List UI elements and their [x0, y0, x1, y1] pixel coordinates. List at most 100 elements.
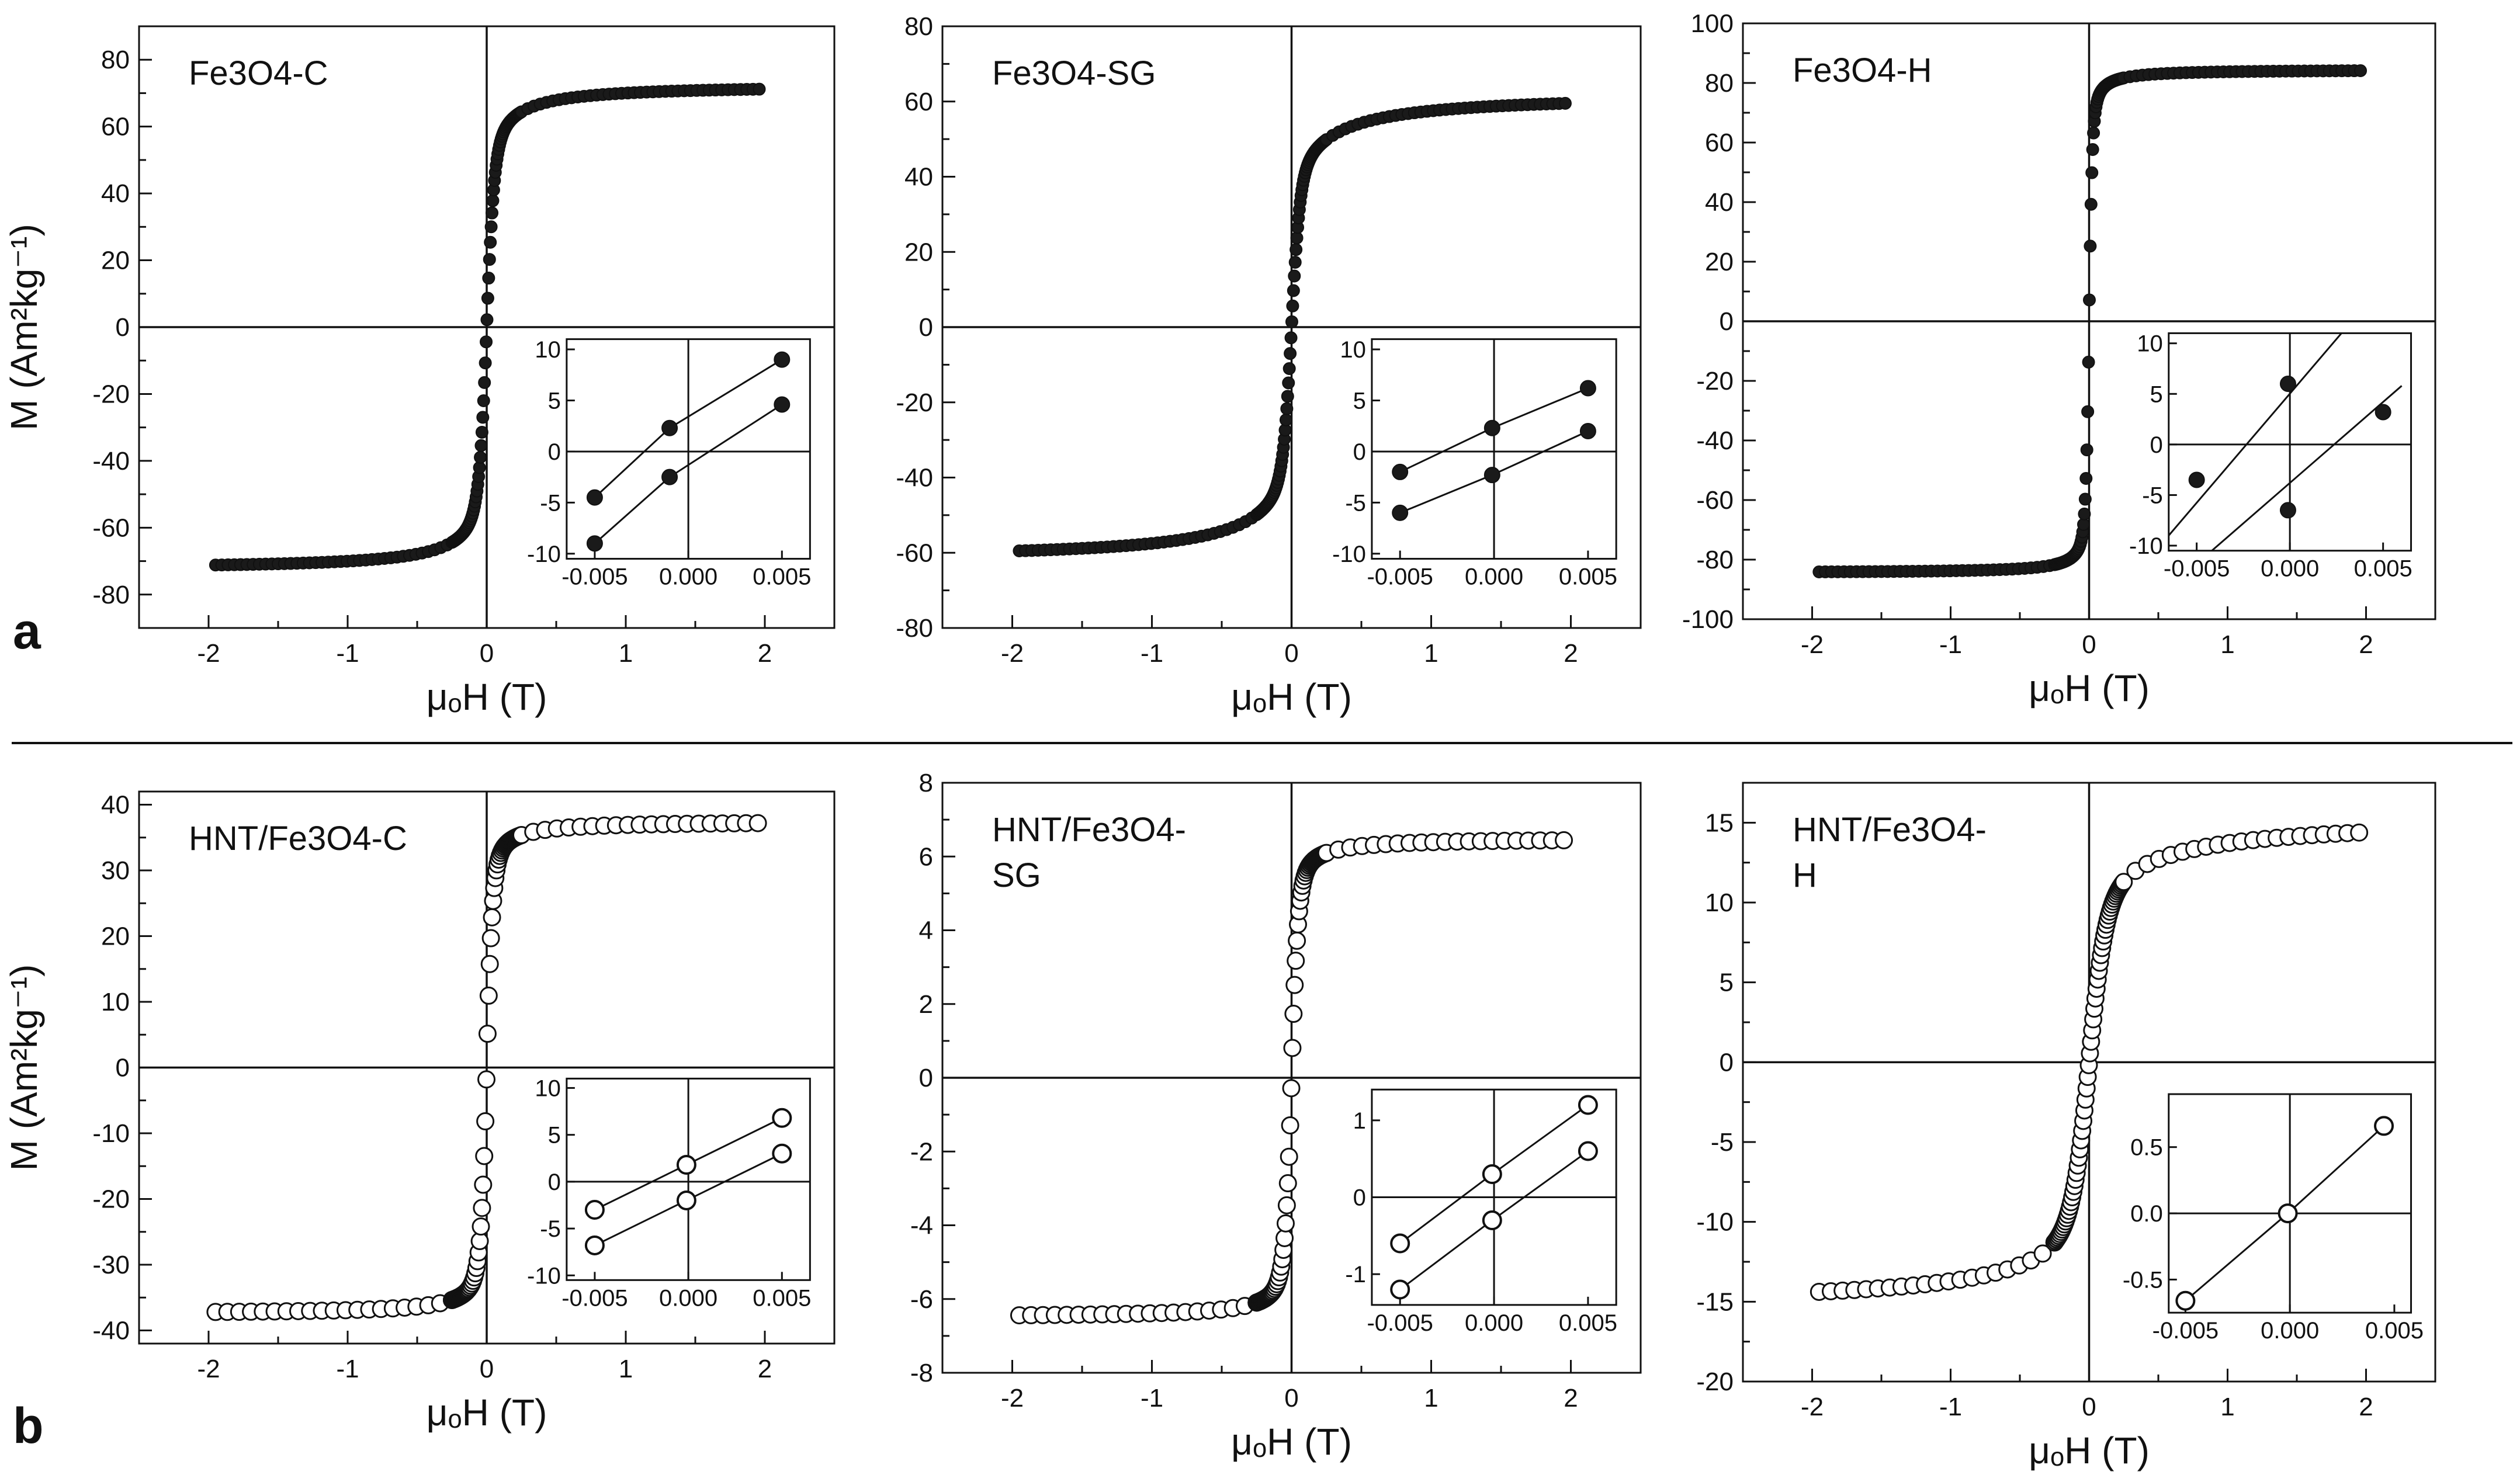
x-tick-label: 2	[2359, 630, 2373, 659]
inset-y-tick-label: 0	[1353, 439, 1366, 465]
y-tick-label: -5	[1711, 1128, 1734, 1157]
inset-y-tick-label: -10	[527, 542, 561, 567]
inset-x-tick-label: 0.005	[753, 564, 811, 590]
inset-data-point	[2188, 471, 2205, 488]
chart-title: Fe3O4-H	[1793, 51, 1932, 89]
y-tick-label: 80	[904, 12, 933, 41]
inset-data-point	[676, 1190, 696, 1210]
inset-data-point	[1482, 1210, 1502, 1231]
y-tick-label: 100	[1691, 9, 1734, 38]
data-point	[2354, 64, 2368, 78]
data-point	[1284, 347, 1297, 360]
inset-y-tick-label: 0	[2150, 432, 2163, 458]
inset-x-tick-label: 0.000	[1465, 1310, 1523, 1336]
inset-data-point	[586, 535, 603, 552]
inset-data-point	[1483, 467, 1500, 484]
inset-data-point	[1482, 1164, 1502, 1185]
data-point	[1276, 1214, 1295, 1233]
inset-x-tick-label: 0.000	[659, 1285, 717, 1311]
inset-y-tick-label: 10	[1340, 337, 1366, 363]
y-tick-label: -40	[1696, 426, 1734, 455]
inset-fit-line	[2210, 385, 2403, 551]
x-axis-label: μₒH (T)	[427, 676, 547, 718]
x-tick-label: -1	[1939, 630, 1962, 659]
data-point	[2082, 355, 2095, 369]
y-tick-label: 40	[1705, 188, 1734, 217]
y-tick-label: -20	[92, 1185, 130, 1214]
inset-data-point	[2375, 404, 2391, 421]
x-tick-label: 1	[619, 1355, 633, 1383]
y-tick-label: 15	[1705, 808, 1734, 837]
data-series	[209, 82, 766, 572]
y-tick-label: -20	[1696, 1368, 1734, 1396]
data-point	[484, 220, 498, 234]
x-tick-label: 0	[480, 1355, 494, 1383]
y-tick-label: 0	[919, 1064, 933, 1092]
x-tick-label: -1	[1141, 1384, 1163, 1412]
x-tick-label: 1	[1424, 639, 1438, 668]
data-point	[1285, 976, 1304, 994]
inset-x-tick-label: 0.000	[2261, 1318, 2319, 1344]
data-point	[486, 206, 499, 220]
x-tick-label: 1	[619, 639, 633, 668]
y-tick-label: 60	[101, 113, 130, 141]
data-point	[486, 194, 500, 207]
data-point	[1284, 331, 1298, 345]
data-point	[472, 1217, 490, 1236]
chart-title: HNT/Fe3O4-C	[189, 820, 407, 858]
data-point	[484, 235, 497, 249]
y-tick-label: 5	[1720, 969, 1734, 997]
x-axis-label: μₒH (T)	[1231, 1421, 1352, 1463]
x-tick-label: -1	[336, 1355, 359, 1383]
data-point	[2081, 405, 2095, 418]
data-point	[476, 1112, 495, 1131]
data-series	[1013, 96, 1572, 558]
inset-y-tick-label: 5	[2150, 381, 2163, 407]
data-point	[753, 82, 766, 96]
inset-data-point	[774, 396, 791, 413]
data-point	[480, 335, 493, 349]
data-point	[2084, 197, 2098, 211]
inset-y-tick-label: 10	[535, 337, 561, 363]
chart-title: Fe3O4-C	[189, 54, 328, 92]
inset-data-point	[1390, 1233, 1410, 1254]
inset-fit-lines	[2168, 333, 2403, 551]
inset-data-point	[661, 419, 678, 436]
data-point	[481, 929, 500, 948]
y-tick-label: 60	[1705, 129, 1734, 157]
inset-fit-line	[2168, 333, 2343, 536]
data-point	[480, 955, 499, 973]
data-point	[1288, 931, 1306, 950]
data-point	[478, 376, 491, 389]
data-point	[2077, 518, 2091, 531]
data-point	[1287, 952, 1305, 970]
data-point	[1286, 299, 1299, 313]
inset-chart: -0.005 0.000 0.005 -0.5 0.0 0.5	[2123, 1093, 2424, 1344]
inset-x-tick-label: 0.005	[2354, 556, 2412, 582]
data-point	[2086, 143, 2099, 157]
x-tick-label: 0	[1284, 639, 1298, 668]
data-point	[1288, 269, 1301, 283]
y-tick-label: -60	[1696, 486, 1734, 515]
chart-p5: -2 -1 0 1 2 -8 -6 -4 -2 0 2 4 6 8 HNT/Fe3O4- SG μₒH (T) -…	[910, 769, 1642, 1463]
y-tick-label: -60	[92, 513, 130, 542]
y-tick-label: -100	[1682, 605, 1734, 634]
data-point	[474, 450, 487, 464]
y-tick-label: 40	[101, 179, 130, 208]
y-tick-label: 4	[919, 917, 933, 945]
data-point	[2085, 166, 2099, 179]
y-tick-label: 8	[919, 769, 933, 797]
y-tick-label: 40	[101, 791, 130, 820]
y-tick-label: 60	[904, 88, 933, 116]
x-axis-label: μₒH (T)	[2029, 1429, 2150, 1471]
y-tick-label: 10	[101, 988, 130, 1016]
inset-data-point	[2278, 1203, 2298, 1224]
inset-y-tick-label: -0.5	[2123, 1267, 2163, 1293]
y-tick-label: 30	[101, 856, 130, 885]
data-series	[1810, 823, 2369, 1301]
y-tick-label: -80	[92, 581, 130, 609]
inset-x-tick-label: 0.005	[753, 1285, 811, 1311]
inset-data-point	[1390, 1279, 1410, 1300]
chart-p2: -2 -1 0 1 2-80-60-40-20020406080Fe3O4-SGμₒH …	[896, 12, 1642, 718]
